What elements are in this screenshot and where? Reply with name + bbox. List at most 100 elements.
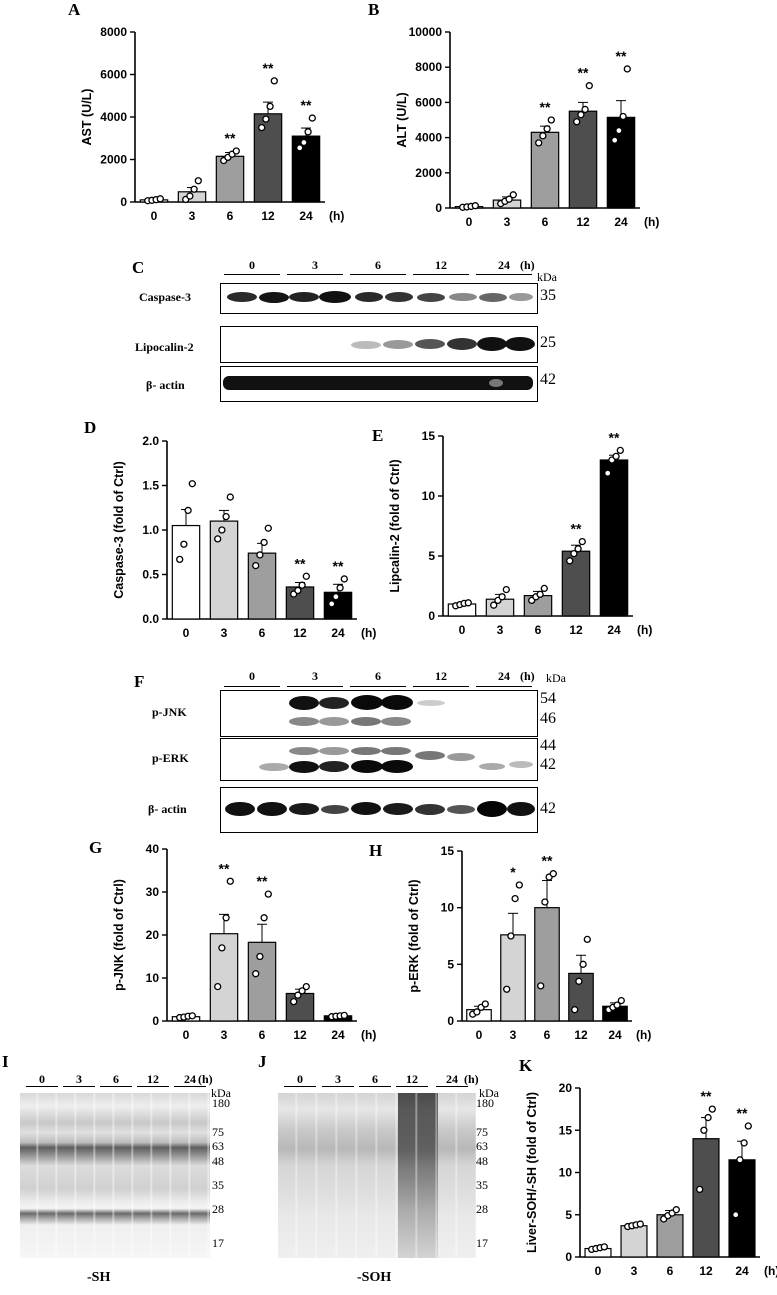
data-point (573, 118, 581, 126)
data-point (505, 195, 513, 203)
data-point (736, 1156, 744, 1164)
gel-i-marker: 35 (212, 1178, 224, 1192)
x-tick-label: 6 (535, 623, 542, 637)
data-point (256, 551, 264, 559)
data-point (452, 602, 460, 610)
blot-f-row-label: β- actin (148, 802, 187, 816)
y-tick-label: 5 (565, 1208, 572, 1222)
y-tick-label: 0 (447, 1014, 454, 1028)
blot-c-lane-line (287, 274, 343, 275)
band (319, 761, 349, 772)
data-point (545, 873, 553, 881)
data-point (609, 1003, 617, 1012)
data-point (600, 1243, 608, 1251)
panel-letter-d: D (84, 418, 97, 437)
x-unit-label: (h) (764, 1264, 777, 1278)
band (319, 697, 349, 709)
data-point (583, 935, 591, 944)
bar (215, 155, 245, 203)
significance-label: ** (609, 429, 620, 445)
blot-c-unit: (h) (520, 258, 535, 272)
data-point (571, 1006, 579, 1014)
gel-i-image (20, 1093, 210, 1258)
blot-f-lane-6: 6 (375, 669, 381, 683)
band (259, 763, 289, 771)
bar (285, 992, 315, 1022)
bar (534, 907, 560, 1022)
data-point (744, 1122, 752, 1130)
y-tick-label: 0 (435, 201, 442, 215)
band (289, 747, 319, 755)
x-unit-label: (h) (329, 209, 344, 223)
bar (323, 1015, 353, 1022)
y-tick-label: 40 (146, 842, 160, 856)
x-tick-label: 0 (459, 623, 466, 637)
data-point (636, 1220, 644, 1228)
data-point (156, 195, 164, 203)
x-tick-label: 24 (607, 623, 621, 637)
x-tick-label: 3 (221, 626, 228, 640)
bar (253, 113, 283, 203)
gel-i-lane-0: 0 (39, 1072, 45, 1086)
data-point (332, 1012, 340, 1020)
x-tick-label: 24 (331, 1028, 345, 1042)
significance-label: ** (578, 65, 589, 81)
data-point (668, 1209, 676, 1217)
gel-j-lane-line (359, 1086, 391, 1087)
blot-f-row-label: p-ERK (152, 751, 189, 765)
band (383, 340, 413, 349)
y-tick-label: 0 (428, 609, 435, 623)
data-point (515, 881, 523, 889)
data-point (266, 102, 274, 111)
data-point (578, 537, 586, 546)
y-tick-label: 15 (422, 429, 436, 443)
band (447, 805, 475, 814)
significance-label: ** (257, 873, 268, 889)
bar (447, 603, 477, 617)
bar (500, 934, 526, 1022)
y-tick-label: 0.5 (142, 568, 159, 582)
data-point (218, 944, 226, 952)
bar (323, 591, 353, 620)
data-point (605, 1006, 613, 1014)
data-point (623, 65, 631, 73)
bar (492, 199, 522, 209)
data-point (503, 985, 511, 993)
data-point (176, 1013, 184, 1022)
bar (568, 972, 594, 1022)
data-point (624, 1222, 632, 1231)
data-point (528, 596, 536, 605)
blot-c-row-label: Lipocalin-2 (135, 340, 194, 354)
y-tick-label: 20 (559, 1081, 573, 1095)
data-point (188, 480, 196, 488)
y-tick-label: 20 (146, 928, 160, 942)
data-point (628, 1222, 636, 1230)
gel-lane-separators (20, 1093, 210, 1258)
data-point (575, 977, 583, 985)
panel-letter-b: B (368, 0, 380, 19)
data-point (608, 456, 616, 464)
x-tick-label: 12 (576, 215, 590, 229)
data-point (148, 196, 156, 204)
data-point (490, 601, 498, 609)
data-point (290, 998, 298, 1006)
x-tick-label: 24 (299, 209, 313, 223)
y-tick-label: 6000 (415, 95, 442, 109)
data-point (224, 153, 232, 162)
data-point (700, 1126, 708, 1134)
blot-f-kda-42: 42 (540, 756, 556, 773)
bar (139, 199, 169, 203)
data-point (611, 136, 619, 144)
band (415, 751, 445, 760)
band (319, 291, 351, 303)
band (227, 292, 257, 302)
bar (466, 1009, 492, 1022)
panel-letter-c: C (132, 258, 145, 277)
x-tick-label: 12 (293, 1028, 307, 1042)
data-point (473, 1008, 481, 1016)
blot-f-lane-12: 12 (435, 669, 447, 683)
gel-i-lane-line (100, 1086, 132, 1087)
data-point (604, 469, 612, 477)
data-point (592, 1244, 600, 1253)
significance-label: ** (701, 1088, 712, 1104)
